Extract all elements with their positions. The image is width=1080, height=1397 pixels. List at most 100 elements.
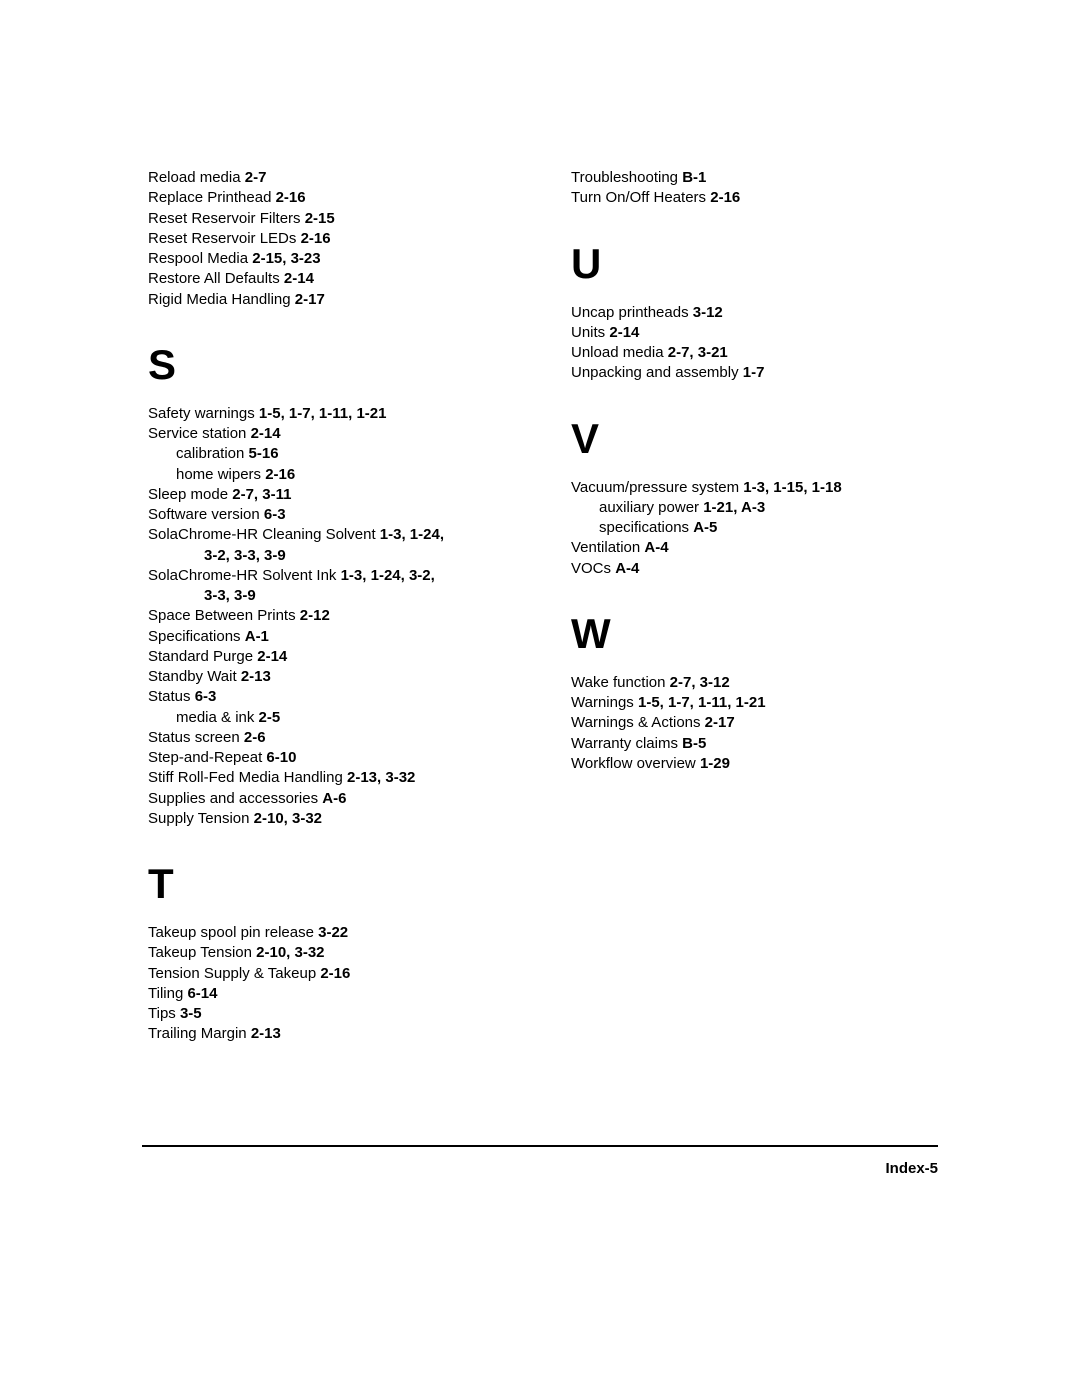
index-entry: Service station 2-14 [148,424,515,444]
index-entry: Unpacking and assembly 1-7 [571,363,938,383]
index-entry: Workflow overview 1-29 [571,754,938,774]
index-entry: specifications A-5 [571,518,938,538]
index-entry-refs: 2-16 [710,189,740,206]
index-entry-term: Safety warnings [148,405,255,422]
index-entry-term: calibration [176,445,244,462]
index-entry-term: Sleep mode [148,486,228,503]
index-entry-refs: 2-14 [284,270,314,287]
index-entry: Step-and-Repeat 6-10 [148,748,515,768]
index-entry: Sleep mode 2-7, 3-11 [148,485,515,505]
index-entry-term: Warranty claims [571,735,678,752]
index-entry-term: Wake function [571,674,666,691]
index-entry: Tiling 6-14 [148,984,515,1004]
index-entry-refs: 2-7, 3-21 [668,344,728,361]
index-entry-refs: 6-10 [266,749,296,766]
index-entry-refs: 3-3, 3-9 [204,587,256,604]
index-entry-term: Service station [148,425,246,442]
index-entry-term: Status [148,688,191,705]
index-entry-refs: 2-10, 3-32 [256,944,324,961]
index-entry-refs: 1-7 [743,364,765,381]
index-entry-refs: 2-13 [251,1025,281,1042]
index-entry: Reset Reservoir LEDs 2-16 [148,229,515,249]
index-entry-term: Turn On/Off Heaters [571,189,706,206]
index-entry-refs: 2-14 [257,648,287,665]
index-entry-refs: 2-16 [320,965,350,982]
index-entry: Unload media 2-7, 3-21 [571,343,938,363]
index-entry-refs: 6-3 [264,506,286,523]
index-entry: Respool Media 2-15, 3-23 [148,249,515,269]
index-section: Takeup spool pin release 3-22Takeup Tens… [148,923,515,1045]
index-entry: Status screen 2-6 [148,728,515,748]
index-entry-term: Space Between Prints [148,607,296,624]
index-entry-term: Unpacking and assembly [571,364,739,381]
index-entry-refs: A-4 [615,560,639,577]
index-entry-wrap: 3-3, 3-9 [148,586,515,606]
index-entry: Takeup spool pin release 3-22 [148,923,515,943]
index-entry-refs: 2-12 [300,607,330,624]
index-entry-term: auxiliary power [599,499,699,516]
index-entry: auxiliary power 1-21, A-3 [571,498,938,518]
index-entry-refs: 6-14 [187,985,217,1002]
index-entry-refs: 2-14 [609,324,639,341]
index-letter-s: S [148,344,515,386]
index-entry: VOCs A-4 [571,559,938,579]
index-entry-term: Reload media [148,169,241,186]
index-entry-term: Tips [148,1005,176,1022]
index-entry-term: Uncap printheads [571,304,689,321]
index-entry: Rigid Media Handling 2-17 [148,290,515,310]
index-entry-refs: 1-21, A-3 [703,499,765,516]
index-entry: Space Between Prints 2-12 [148,606,515,626]
index-entry: Supply Tension 2-10, 3-32 [148,809,515,829]
index-section: Uncap printheads 3-12Units 2-14Unload me… [571,303,938,384]
index-entry-term: Takeup spool pin release [148,924,314,941]
index-entry-refs: 2-5 [259,709,281,726]
index-columns: Reload media 2-7Replace Printhead 2-16Re… [148,168,938,1045]
index-entry-refs: A-5 [693,519,717,536]
index-entry: Reload media 2-7 [148,168,515,188]
index-entry: Restore All Defaults 2-14 [148,269,515,289]
index-entry-refs: B-5 [682,735,706,752]
index-entry: media & ink 2-5 [148,708,515,728]
index-entry-term: Rigid Media Handling [148,291,291,308]
index-entry-refs: 2-17 [705,714,735,731]
index-entry-refs: 1-3, 1-15, 1-18 [743,479,841,496]
index-entry: Status 6-3 [148,687,515,707]
index-entry: Trailing Margin 2-13 [148,1024,515,1044]
index-entry-refs: 2-13 [241,668,271,685]
index-column-left: Reload media 2-7Replace Printhead 2-16Re… [148,168,515,1045]
index-letter-u: U [571,243,938,285]
index-section: Vacuum/pressure system 1-3, 1-15, 1-18au… [571,478,938,579]
index-section: Wake function 2-7, 3-12Warnings 1-5, 1-7… [571,673,938,774]
index-entry-term: Units [571,324,605,341]
index-entry-term: Replace Printhead [148,189,271,206]
index-entry-term: Specifications [148,628,241,645]
index-entry-term: specifications [599,519,689,536]
index-entry-refs: 1-3, 1-24, [380,526,444,543]
index-entry-term: Reset Reservoir LEDs [148,230,296,247]
index-section: Safety warnings 1-5, 1-7, 1-11, 1-21 Serv… [148,404,515,829]
index-entry-refs: 1-5, 1-7, 1-11, 1-21 [259,405,387,422]
index-column-right: Troubleshooting B-1Turn On/Off Heaters 2… [571,168,938,1045]
index-entry-term: SolaChrome-HR Cleaning Solvent [148,526,376,543]
index-entry-refs: 2-15, 3-23 [252,250,320,267]
index-section: Troubleshooting B-1Turn On/Off Heaters 2… [571,168,938,209]
index-entry-refs: 2-16 [301,230,331,247]
index-entry-wrap: 3-2, 3-3, 3-9 [148,546,515,566]
index-entry-term: Step-and-Repeat [148,749,262,766]
index-entry: Warnings 1-5, 1-7, 1-11, 1-21 [571,693,938,713]
index-entry-refs: 2-17 [295,291,325,308]
index-entry: Supplies and accessories A-6 [148,789,515,809]
index-entry-refs: 3-2, 3-3, 3-9 [204,547,286,564]
index-entry-refs: 3-22 [318,924,348,941]
index-entry-term: Status screen [148,729,240,746]
index-entry-term: Software version [148,506,260,523]
index-entry-term: home wipers [176,466,261,483]
index-entry: Troubleshooting B-1 [571,168,938,188]
index-entry: Warnings & Actions 2-17 [571,713,938,733]
index-entry-term: Tension Supply & Takeup [148,965,316,982]
index-entry: SolaChrome-HR Solvent Ink 1-3, 1-24, 3-2… [148,566,515,586]
index-entry-term: Unload media [571,344,664,361]
index-entry-refs: 3-5 [180,1005,202,1022]
index-entry: Vacuum/pressure system 1-3, 1-15, 1-18 [571,478,938,498]
index-entry: Tension Supply & Takeup 2-16 [148,964,515,984]
